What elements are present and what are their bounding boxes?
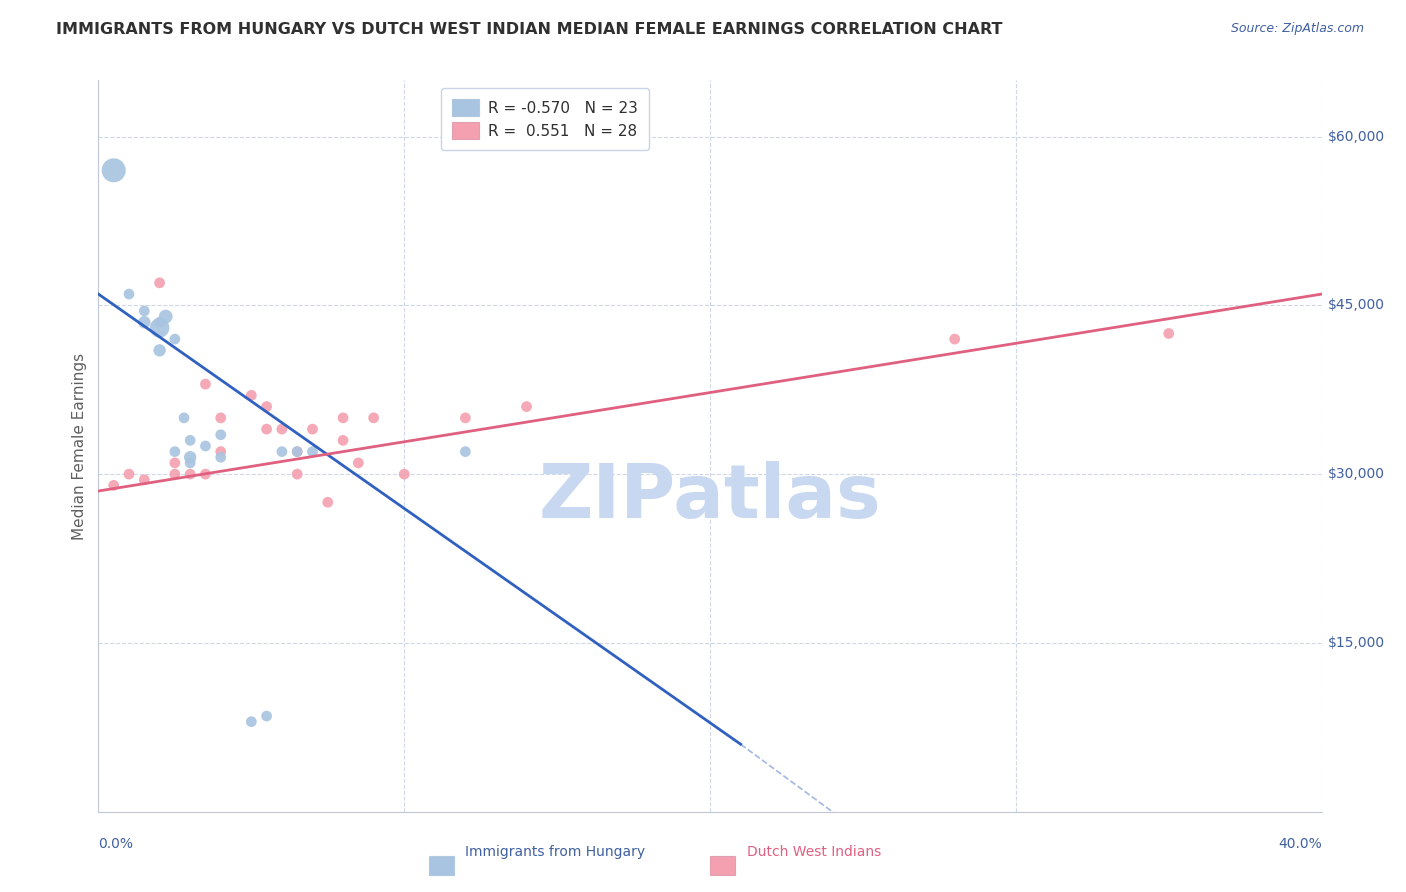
Point <box>163 444 186 458</box>
Point <box>103 163 125 178</box>
Point <box>149 343 172 358</box>
Point <box>179 434 201 448</box>
Point <box>285 444 308 458</box>
Text: $15,000: $15,000 <box>1327 636 1385 650</box>
Point <box>155 310 177 324</box>
Point <box>270 444 292 458</box>
Text: $60,000: $60,000 <box>1327 129 1385 144</box>
Text: $30,000: $30,000 <box>1327 467 1385 481</box>
Point <box>163 456 186 470</box>
Point <box>134 315 156 329</box>
Point <box>347 456 370 470</box>
Text: $45,000: $45,000 <box>1327 298 1385 312</box>
Point <box>454 444 477 458</box>
Point <box>194 439 217 453</box>
Point <box>209 444 232 458</box>
Text: Immigrants from Hungary: Immigrants from Hungary <box>465 845 645 859</box>
Point <box>332 434 354 448</box>
Text: Source: ZipAtlas.com: Source: ZipAtlas.com <box>1230 22 1364 36</box>
Point <box>179 456 201 470</box>
Point <box>332 410 354 425</box>
Point <box>392 467 416 482</box>
Point <box>134 473 156 487</box>
Text: IMMIGRANTS FROM HUNGARY VS DUTCH WEST INDIAN MEDIAN FEMALE EARNINGS CORRELATION : IMMIGRANTS FROM HUNGARY VS DUTCH WEST IN… <box>56 22 1002 37</box>
Point <box>209 427 232 442</box>
Point <box>240 388 263 402</box>
Point <box>943 332 966 346</box>
Y-axis label: Median Female Earnings: Median Female Earnings <box>72 352 87 540</box>
Point <box>363 410 385 425</box>
Point <box>103 478 125 492</box>
Point <box>173 410 195 425</box>
Point <box>209 410 232 425</box>
Point <box>134 304 156 318</box>
Point <box>149 321 172 335</box>
Point <box>1157 326 1180 341</box>
Point <box>285 444 308 458</box>
Text: 40.0%: 40.0% <box>1278 838 1322 851</box>
Legend: R = -0.570   N = 23, R =  0.551   N = 28: R = -0.570 N = 23, R = 0.551 N = 28 <box>441 88 648 150</box>
Point <box>516 400 538 414</box>
Point <box>163 332 186 346</box>
Text: Dutch West Indians: Dutch West Indians <box>747 845 882 859</box>
Point <box>194 467 217 482</box>
Point <box>209 450 232 465</box>
Text: ZIPatlas: ZIPatlas <box>538 460 882 533</box>
Point <box>149 315 172 329</box>
Point <box>256 422 278 436</box>
Point <box>285 467 308 482</box>
Point <box>454 410 477 425</box>
Text: 0.0%: 0.0% <box>98 838 134 851</box>
Point <box>301 422 323 436</box>
Point <box>256 709 278 723</box>
Point <box>270 422 292 436</box>
Point <box>316 495 339 509</box>
Point <box>179 450 201 465</box>
Point <box>149 276 172 290</box>
Point <box>179 467 201 482</box>
Point <box>118 467 141 482</box>
Point <box>240 714 263 729</box>
Point <box>118 287 141 301</box>
Point <box>163 467 186 482</box>
Point <box>256 400 278 414</box>
Point <box>301 444 323 458</box>
Point <box>194 377 217 392</box>
